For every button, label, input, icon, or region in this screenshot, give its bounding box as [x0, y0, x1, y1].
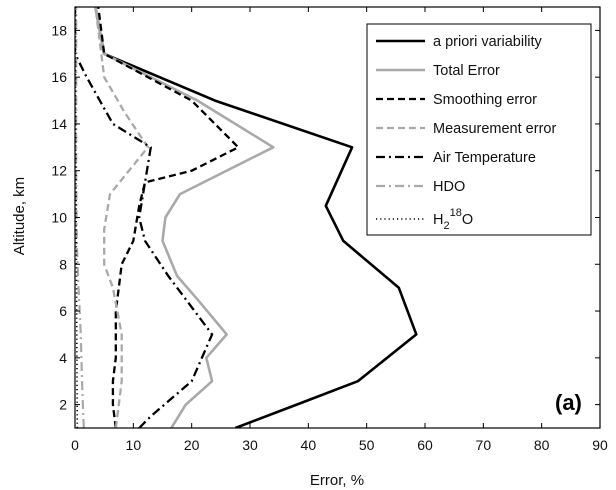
legend-label: a priori variability [433, 34, 543, 50]
x-tick-label: 20 [184, 437, 200, 453]
legend-label: HDO [433, 179, 465, 195]
y-tick-label: 10 [51, 210, 67, 226]
x-tick-label: 60 [417, 437, 433, 453]
x-tick-label: 80 [534, 437, 550, 453]
x-tick-label: 50 [359, 437, 375, 453]
y-tick-label: 18 [51, 22, 67, 38]
legend-box [366, 23, 592, 236]
y-axis-title: Altitude, km [11, 177, 28, 255]
legend-label: Smoothing error [433, 92, 537, 108]
legend-label: Measurement error [433, 121, 556, 137]
plot-layer [75, 7, 418, 428]
y-tick-label: 4 [59, 350, 67, 366]
y-tick-label: 6 [59, 303, 67, 319]
plot-frame [74, 6, 601, 429]
series-line-0 [94, 7, 418, 428]
x-tick-label: 0 [71, 437, 79, 453]
y-tick-label: 16 [51, 69, 67, 85]
y-tick-label: 14 [51, 116, 67, 132]
series-line-3 [94, 7, 150, 428]
x-tick-label: 10 [126, 437, 142, 453]
x-tick-label: 70 [476, 437, 492, 453]
series-line-4 [75, 7, 214, 428]
legend-label: Air Temperature [433, 150, 536, 166]
panel-label: (a) [555, 390, 582, 415]
y-tick-label: 2 [59, 397, 67, 413]
x-tick-label: 40 [301, 437, 317, 453]
legend-label: H218O [433, 207, 473, 232]
legend-label: Total Error [433, 63, 500, 79]
y-tick-label: 12 [51, 163, 67, 179]
y-tick-label: 8 [59, 256, 67, 272]
series-line-1 [94, 7, 275, 428]
legend: a priori variability Total Error Smoothing… [366, 23, 592, 236]
tick-layer: 0 10 20 30 40 50 60 70 80 90 2 4 6 8 10 12 14 16 18 [51, 7, 608, 453]
x-tick-label: 30 [242, 437, 258, 453]
x-tick-label: 90 [592, 437, 608, 453]
x-axis-title: Error, % [310, 472, 364, 489]
series-line-2 [97, 7, 240, 428]
